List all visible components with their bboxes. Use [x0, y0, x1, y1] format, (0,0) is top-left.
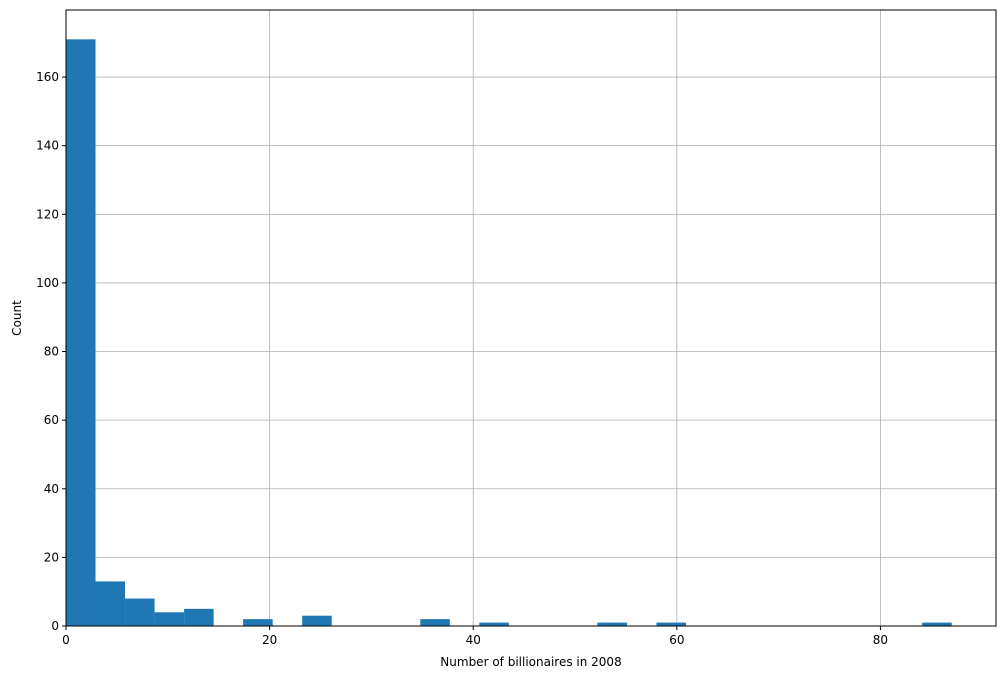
ticks: 0 20 40 60 80 0 20 40 60 80 100 120 140 160	[36, 70, 888, 647]
y-tick-label: 20	[44, 550, 59, 564]
bars	[66, 39, 952, 627]
y-tick-label: 120	[36, 207, 59, 221]
histogram-bar	[420, 619, 450, 626]
histogram-bar	[479, 622, 509, 626]
x-tick-label: 40	[466, 633, 481, 647]
histogram-bar	[243, 619, 273, 626]
x-tick-label: 0	[62, 633, 70, 647]
x-axis-label: Number of billionaires in 2008	[440, 655, 621, 669]
histogram-bar	[597, 622, 627, 626]
histogram-bar	[95, 581, 126, 626]
x-tick-label: 80	[873, 633, 888, 647]
y-tick-label: 160	[36, 70, 59, 84]
y-tick-label: 40	[44, 482, 59, 496]
x-tick-label: 20	[262, 633, 277, 647]
histogram-bar	[154, 612, 185, 626]
histogram-bar	[302, 615, 332, 626]
y-tick-label: 60	[44, 413, 59, 427]
x-tick-label: 60	[669, 633, 684, 647]
y-tick-label: 80	[44, 345, 59, 359]
y-tick-label: 140	[36, 139, 59, 153]
histogram-bar	[184, 608, 214, 626]
histogram-bar	[66, 39, 96, 627]
y-tick-label: 100	[36, 276, 59, 290]
y-tick-label: 0	[51, 619, 59, 633]
histogram-bar	[656, 622, 686, 626]
histogram-bar	[125, 598, 155, 626]
histogram-bar	[922, 622, 952, 626]
plot-frame	[65, 9, 997, 627]
y-axis-label: Count	[10, 300, 24, 336]
grid	[65, 10, 996, 627]
